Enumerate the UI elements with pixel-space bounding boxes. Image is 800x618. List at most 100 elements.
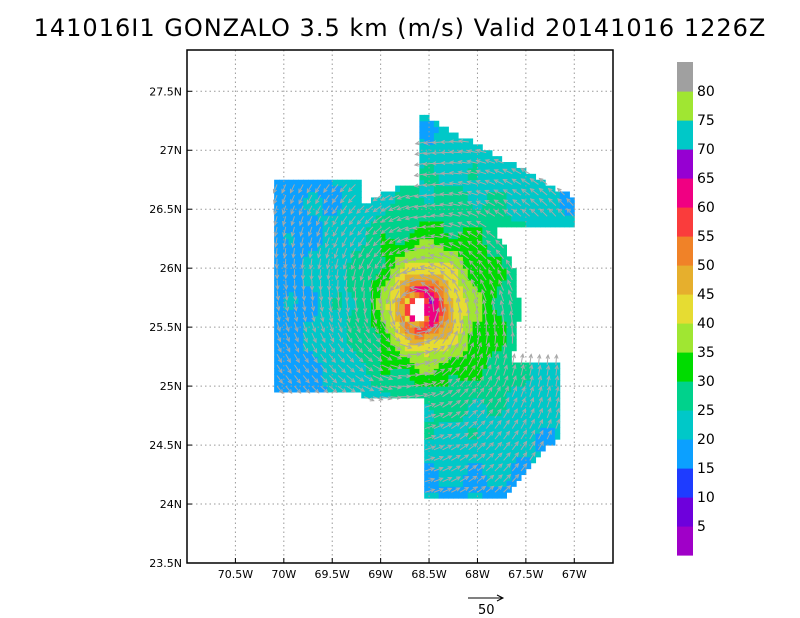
field-cell bbox=[516, 203, 522, 210]
wind-vector-head bbox=[374, 328, 379, 334]
wind-vector-head bbox=[439, 270, 445, 275]
wind-vector bbox=[310, 258, 313, 269]
wind-vector-head bbox=[480, 420, 486, 425]
field-cell bbox=[458, 474, 464, 481]
wind-vector-head bbox=[472, 486, 478, 491]
field-cell bbox=[424, 486, 430, 493]
field-cell bbox=[477, 173, 483, 181]
field-cell bbox=[419, 179, 425, 187]
field-cell bbox=[482, 238, 488, 246]
field-cell bbox=[569, 221, 575, 228]
wind-vector bbox=[529, 441, 536, 451]
field-cell bbox=[458, 368, 464, 375]
wind-vector-head bbox=[336, 297, 341, 303]
field-cell bbox=[516, 397, 522, 405]
field-cell bbox=[458, 226, 464, 234]
wind-vector bbox=[440, 203, 452, 207]
field-cell bbox=[506, 368, 512, 375]
wind-vector-head bbox=[294, 327, 299, 333]
wind-vector-head bbox=[447, 355, 453, 361]
field-cell bbox=[278, 362, 285, 369]
wind-vector-head bbox=[307, 221, 312, 227]
field-cell bbox=[443, 356, 449, 364]
wind-vector bbox=[390, 375, 402, 379]
field-cell bbox=[409, 215, 416, 222]
field-cell bbox=[496, 433, 503, 440]
field-cell bbox=[332, 191, 338, 198]
field-cell bbox=[525, 197, 532, 204]
field-cell bbox=[448, 445, 454, 452]
field-cell bbox=[317, 215, 324, 222]
wind-vector bbox=[485, 210, 496, 217]
wind-vector-head bbox=[387, 396, 393, 401]
field-cell bbox=[400, 238, 406, 246]
wind-vector-head bbox=[476, 230, 482, 235]
field-cell bbox=[467, 480, 474, 487]
wind-vector bbox=[537, 376, 542, 387]
wind-vector bbox=[460, 270, 470, 281]
field-cell bbox=[448, 333, 454, 340]
field-cell bbox=[477, 486, 483, 493]
field-cell bbox=[458, 480, 464, 487]
y-tick-label: 26.5N bbox=[149, 203, 182, 216]
field-cell bbox=[550, 191, 556, 198]
field-cell bbox=[472, 203, 478, 210]
wind-vector-head bbox=[521, 198, 526, 204]
wind-vector bbox=[494, 376, 500, 387]
wind-vector-head bbox=[447, 378, 453, 384]
wind-vector-head bbox=[479, 364, 484, 370]
wind-vector-head bbox=[289, 188, 294, 194]
field-cell bbox=[327, 350, 333, 358]
field-cell bbox=[535, 427, 541, 434]
field-cell bbox=[322, 285, 328, 293]
field-cell bbox=[491, 480, 498, 487]
field-cell bbox=[535, 433, 541, 440]
field-cell bbox=[298, 244, 304, 251]
wind-vector bbox=[275, 248, 278, 258]
field-cell bbox=[429, 297, 435, 305]
field-cell bbox=[467, 374, 474, 381]
field-cell bbox=[458, 244, 464, 251]
field-cell bbox=[351, 185, 357, 193]
field-cell bbox=[298, 344, 304, 352]
wind-vector bbox=[485, 387, 493, 397]
field-cell bbox=[293, 291, 299, 299]
field-cell bbox=[361, 244, 367, 251]
wind-vector-head bbox=[538, 187, 544, 193]
field-cell bbox=[298, 309, 304, 316]
field-cell bbox=[351, 362, 357, 369]
field-cell bbox=[438, 162, 445, 169]
wind-vector bbox=[521, 188, 531, 196]
field-cell bbox=[487, 191, 493, 198]
field-cell bbox=[516, 185, 522, 193]
field-cell bbox=[521, 439, 527, 446]
wind-vector-head bbox=[404, 205, 410, 210]
wind-vector-head bbox=[396, 297, 402, 303]
wind-vector bbox=[398, 311, 405, 326]
wind-vector bbox=[451, 411, 461, 419]
field-cell bbox=[477, 380, 483, 387]
field-cell bbox=[501, 474, 507, 481]
field-cell bbox=[356, 333, 362, 340]
field-cell bbox=[366, 209, 372, 216]
field-cell bbox=[453, 456, 459, 464]
field-cell bbox=[482, 215, 488, 222]
field-cell bbox=[496, 397, 503, 405]
wind-vector bbox=[379, 290, 383, 303]
field-cell bbox=[400, 256, 406, 263]
wind-vector bbox=[381, 322, 389, 334]
wind-vector bbox=[424, 359, 438, 366]
field-cell bbox=[414, 279, 420, 287]
field-cell bbox=[535, 197, 541, 204]
field-cell bbox=[337, 356, 343, 364]
field-cell bbox=[448, 303, 454, 310]
wind-vector bbox=[410, 278, 426, 281]
wind-vector bbox=[468, 432, 478, 440]
wind-vector bbox=[337, 290, 340, 301]
wind-vector bbox=[324, 226, 330, 237]
wind-vector-head bbox=[299, 231, 304, 237]
wind-vector bbox=[306, 184, 313, 193]
wind-vector-head bbox=[547, 418, 552, 424]
field-cell bbox=[472, 215, 478, 222]
field-cell bbox=[496, 486, 503, 493]
